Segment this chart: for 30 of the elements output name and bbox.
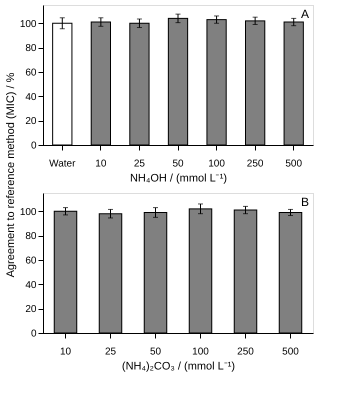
y-tick-label: 60: [25, 67, 37, 78]
y-tick-label: 40: [25, 280, 37, 291]
y-tick-label: 0: [30, 140, 37, 152]
x-tick-label: 250: [237, 346, 254, 358]
x-tick-label: 500: [282, 346, 300, 358]
x-tick-label: 500: [285, 158, 302, 170]
x-tick-label: 25: [104, 346, 116, 358]
x-tick-label: 250: [246, 158, 264, 170]
y-tick-label: 0: [30, 328, 37, 340]
y-axis-title: Agreement to reference method (MIC) / %: [5, 72, 17, 278]
annotation: B: [300, 195, 309, 209]
y-tick-label: 100: [20, 18, 37, 30]
x-tick-label: 100: [208, 158, 226, 170]
x-tick-label: 50: [150, 346, 162, 358]
y-tick-label: 20: [25, 116, 37, 128]
y-tick-label: 80: [25, 43, 37, 54]
x-axis-title: NH₄OH / (mmol L⁻¹): [130, 172, 228, 184]
x-tick-label: 10: [95, 158, 107, 170]
x-tick-label: 25: [134, 158, 146, 170]
y-tick-label: 80: [25, 231, 37, 242]
x-axis-title: (NH₄)₂CO₃ / (mmol L⁻¹): [122, 360, 236, 372]
y-tick-label: 40: [25, 92, 37, 103]
x-tick-label: 50: [172, 158, 184, 170]
y-tick-label: 20: [25, 304, 37, 316]
x-tick-label: 100: [192, 346, 210, 358]
y-tick-label: 60: [25, 255, 37, 266]
y-tick-label: 100: [20, 206, 37, 218]
annotation: A: [300, 7, 309, 21]
x-tick-label: 10: [60, 346, 72, 358]
x-tick-label: Water: [49, 158, 76, 170]
